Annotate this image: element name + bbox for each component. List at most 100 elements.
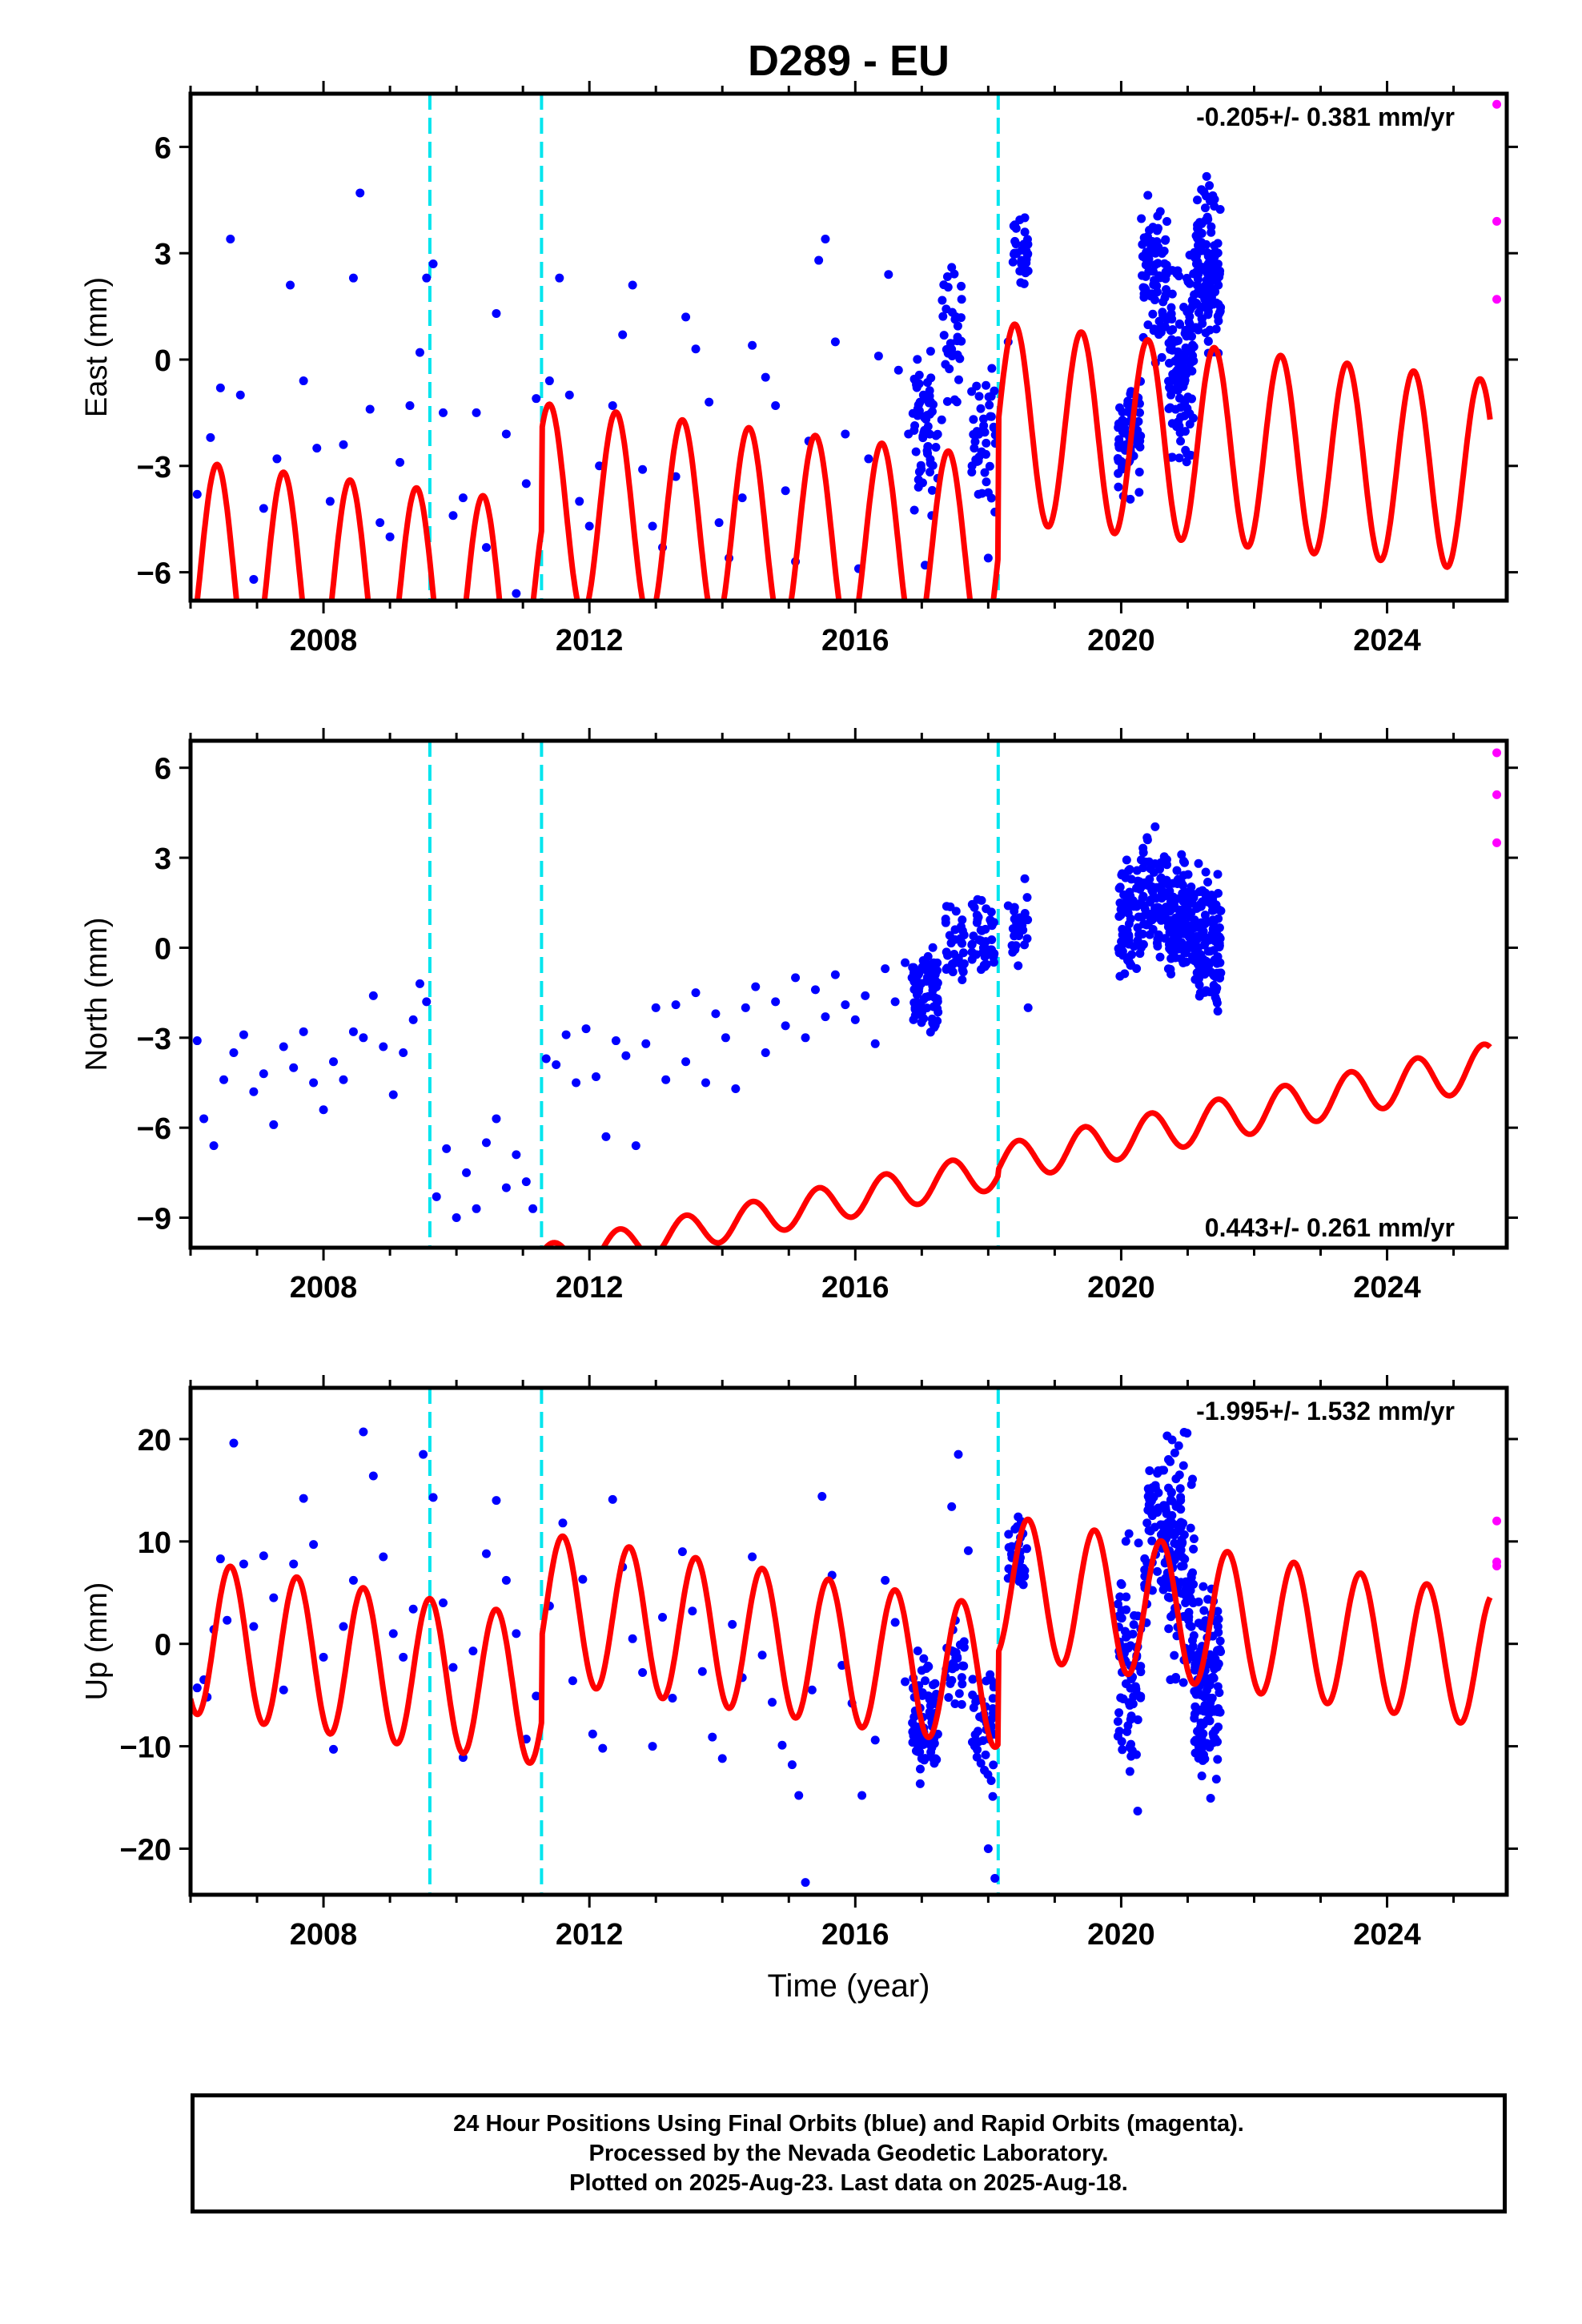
final-point [916,460,926,470]
final-point [1205,181,1215,191]
final-point [1200,203,1210,213]
final-point [915,1779,925,1788]
final-point [1215,1645,1225,1655]
final-point [913,970,923,979]
final-point [439,1598,448,1608]
final-point [972,1752,982,1762]
x-tick-label: 2012 [556,624,624,657]
final-point [911,447,921,456]
final-point [908,408,917,418]
final-point [279,1685,288,1695]
final-point [917,1688,927,1698]
final-point [870,1735,880,1745]
final-point [1010,915,1019,924]
final-point [1176,1546,1186,1555]
final-point [658,1612,668,1622]
final-point [946,939,956,948]
final-point [1155,952,1165,962]
panel-north: 2008 2012 2016 2020 2024 −9 −6 −3 0 3 6 North (mm) 0… [80,728,1518,1305]
plot-area-north [192,741,1502,1248]
final-point [937,415,946,424]
final-point [970,1730,980,1739]
final-point [890,1618,900,1627]
final-point [988,1704,998,1714]
rapid-point [1492,790,1502,799]
final-point [239,1559,248,1569]
final-point [973,895,982,904]
final-point [229,1438,239,1448]
final-point [741,1003,750,1012]
final-point [981,449,990,459]
final-point [1190,1709,1199,1719]
final-point [319,1105,328,1115]
final-point [462,1168,472,1177]
final-point [1210,202,1219,211]
final-point [972,381,982,391]
final-point [981,937,990,947]
final-point [1212,998,1222,1007]
final-point [1161,1506,1170,1515]
final-point [922,1003,932,1013]
final-point [1166,390,1176,400]
final-point [192,1036,202,1046]
final-point [1161,274,1170,283]
final-point [1195,950,1205,959]
final-point [1128,1699,1138,1709]
final-point [1211,324,1221,334]
x-tick-label: 2016 [821,1918,889,1952]
final-point [1205,1680,1215,1690]
final-point [884,270,893,279]
final-point [1170,1448,1179,1458]
final-point [1161,267,1170,277]
final-point [931,431,941,440]
final-point [1166,403,1175,412]
final-point [1114,1611,1123,1621]
final-point [929,970,938,979]
final-point [1138,929,1147,939]
final-point [928,943,938,952]
final-point [348,273,358,283]
final-point [584,521,594,531]
final-point [1138,271,1147,280]
y-axis-label: North (mm) [80,917,114,1071]
final-point [708,1732,717,1742]
final-point [1162,860,1172,870]
final-point [1022,235,1032,244]
final-point [978,425,987,435]
final-point [1124,919,1134,929]
final-point [1020,874,1030,883]
final-point [555,273,564,283]
final-point [611,1036,620,1046]
panel-frame [188,91,1509,603]
final-point [807,1685,817,1695]
x-tick-label: 2020 [1087,1918,1155,1952]
final-point [986,412,996,421]
final-point [1182,1429,1192,1438]
final-point [1194,1597,1203,1606]
final-point [957,1699,966,1709]
y-tick-label: 20 [138,1424,171,1458]
footer-caption: 24 Hour Positions Using Final Orbits (bl… [191,2093,1507,2213]
rapid-point [1492,748,1502,758]
final-point [921,1676,930,1686]
final-point [947,1502,957,1511]
final-point [983,1844,993,1853]
final-point [1010,907,1019,916]
final-point [986,1775,996,1785]
final-point [1141,260,1150,270]
final-point [448,511,458,521]
final-point [974,1737,983,1747]
final-point [631,1141,640,1151]
final-point [568,1676,577,1686]
final-point [945,931,954,940]
final-point [969,415,978,424]
x-tick-label: 2008 [290,1918,358,1952]
final-point [912,1727,921,1737]
final-point [923,421,933,431]
final-point [1193,1686,1203,1695]
final-point [919,1654,929,1663]
final-point [1164,1624,1174,1634]
final-point [908,1738,917,1747]
final-point [939,331,949,340]
final-point [1200,911,1210,920]
